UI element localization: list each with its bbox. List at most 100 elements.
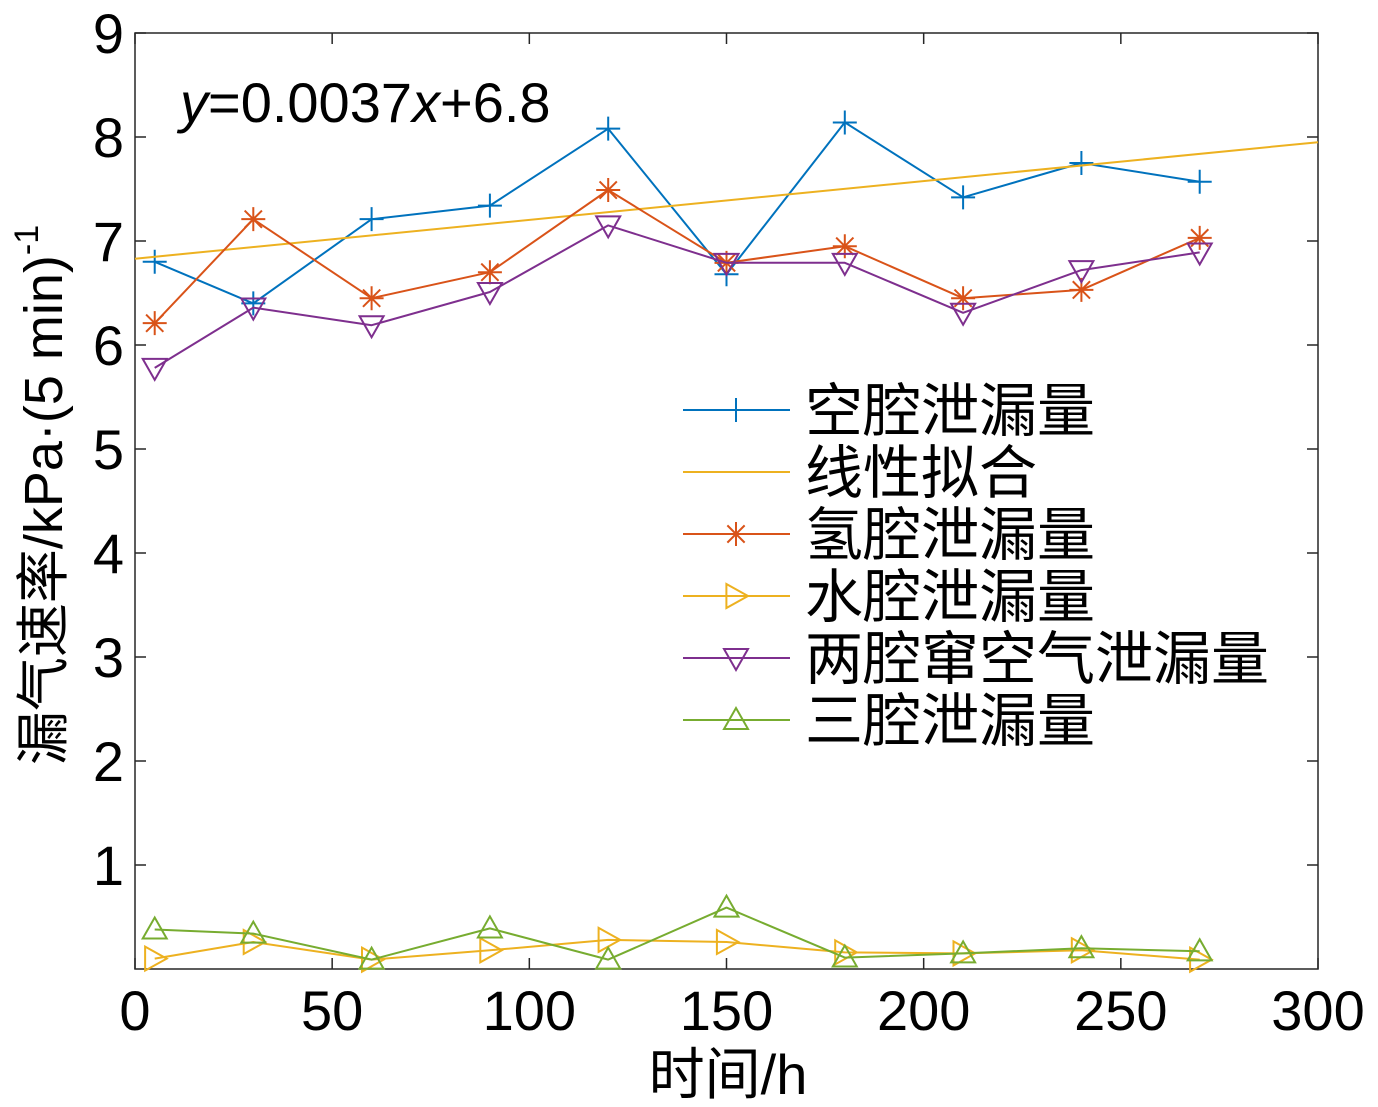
data-point bbox=[832, 234, 857, 259]
legend-entry: 空腔泄漏量 bbox=[683, 379, 1095, 444]
data-point bbox=[596, 116, 621, 141]
data-point bbox=[594, 215, 622, 240]
data-point bbox=[596, 178, 621, 203]
legend-label: 两腔窜空气泄漏量 bbox=[805, 627, 1269, 692]
annotation-part: =0.0037 bbox=[208, 71, 412, 134]
data-point bbox=[715, 928, 741, 956]
legend-label: 空腔泄漏量 bbox=[805, 379, 1095, 444]
data-point bbox=[712, 893, 741, 918]
y-tick-label: 8 bbox=[93, 106, 124, 169]
annotation-part: x bbox=[409, 71, 442, 134]
y-axis-label: 漏气速率/kPa·(5 min)-1 bbox=[8, 225, 74, 765]
data-point bbox=[949, 939, 977, 964]
series-line bbox=[154, 906, 1200, 961]
data-point bbox=[357, 315, 386, 340]
data-point bbox=[477, 193, 502, 218]
axis-ticks: 0 50 100 150 200 250 300 1 2 3 4 5 6 7 8 9 bbox=[93, 2, 1365, 1042]
series-6 bbox=[140, 893, 1214, 970]
plot-frame bbox=[134, 32, 1319, 970]
series-line bbox=[153, 189, 1201, 324]
x-tick-label: 250 bbox=[1074, 979, 1167, 1042]
data-point bbox=[1187, 225, 1212, 250]
x-tick-label: 150 bbox=[680, 979, 773, 1042]
data-point bbox=[361, 945, 386, 974]
data-point bbox=[144, 944, 169, 973]
legend-marker bbox=[722, 705, 750, 730]
data-point bbox=[597, 926, 623, 954]
data-point bbox=[241, 207, 266, 232]
data-point bbox=[140, 357, 169, 382]
legend-label: 水腔泄漏量 bbox=[805, 565, 1095, 630]
data-point bbox=[142, 311, 167, 336]
y-tick-label: 5 bbox=[93, 418, 124, 481]
legend-marker bbox=[724, 398, 748, 422]
series-2 bbox=[134, 141, 1319, 260]
annotation-part: y bbox=[176, 71, 211, 134]
series-line bbox=[154, 938, 1200, 961]
y-tick-label: 3 bbox=[93, 626, 124, 689]
legend-marker bbox=[725, 582, 751, 610]
y-tick-label: 9 bbox=[93, 2, 124, 65]
fit-equation-annotation: y=0.0037x+6.8 bbox=[176, 71, 551, 134]
y-tick-label: 6 bbox=[93, 314, 124, 377]
y-tick-label: 1 bbox=[93, 834, 124, 897]
y-tick-label: 4 bbox=[93, 522, 124, 585]
data-point bbox=[1069, 151, 1094, 175]
data-point bbox=[477, 260, 502, 285]
y-tick-label: 2 bbox=[93, 730, 124, 793]
x-tick-label: 0 bbox=[119, 979, 150, 1042]
data-point bbox=[831, 943, 859, 968]
data-point bbox=[239, 297, 268, 322]
data-point bbox=[1187, 169, 1212, 194]
legend-label: 氢腔泄漏量 bbox=[805, 503, 1095, 568]
data-point bbox=[140, 915, 169, 940]
legend-entry: 三腔泄漏量 bbox=[683, 689, 1095, 754]
data-point bbox=[951, 286, 976, 311]
legend-label: 线性拟合 bbox=[805, 441, 1037, 506]
data-point bbox=[241, 291, 266, 316]
y-axis-label-superscript: -1 bbox=[8, 225, 46, 255]
series-line bbox=[154, 224, 1200, 369]
data-point bbox=[239, 919, 268, 944]
data-point bbox=[1067, 260, 1096, 285]
data-point bbox=[476, 914, 504, 939]
data-point bbox=[712, 252, 741, 277]
data-point bbox=[831, 252, 859, 277]
series-line bbox=[154, 121, 1200, 305]
legend-entry: 氢腔泄漏量 bbox=[683, 503, 1095, 568]
legend-marker bbox=[722, 648, 750, 673]
series-3 bbox=[142, 178, 1212, 336]
x-tick-label: 100 bbox=[483, 979, 576, 1042]
series-line bbox=[134, 141, 1319, 260]
data-point bbox=[476, 281, 504, 306]
data-point bbox=[1067, 934, 1096, 959]
legend-entry: 两腔窜空气泄漏量 bbox=[683, 627, 1269, 692]
data-point bbox=[359, 207, 384, 232]
legend-label: 三腔泄漏量 bbox=[805, 689, 1095, 754]
y-tick-label: 7 bbox=[93, 210, 124, 273]
data-point bbox=[594, 945, 622, 970]
data-point bbox=[1185, 242, 1214, 267]
data-point bbox=[479, 936, 504, 964]
series-layer bbox=[134, 110, 1319, 974]
x-tick-label: 50 bbox=[301, 979, 363, 1042]
x-axis-label: 时间/h bbox=[649, 1043, 808, 1106]
legend-entry: 水腔泄漏量 bbox=[683, 565, 1095, 630]
annotation-part: +6.8 bbox=[440, 71, 551, 134]
data-point bbox=[951, 185, 976, 210]
y-axis-label-main: 漏气速率/kPa·(5 min) bbox=[14, 255, 74, 765]
data-point bbox=[359, 286, 384, 311]
data-point bbox=[832, 110, 857, 135]
data-point bbox=[142, 249, 167, 274]
series-1 bbox=[142, 110, 1212, 316]
legend-marker bbox=[724, 522, 748, 546]
x-tick-label: 200 bbox=[877, 979, 970, 1042]
series-5 bbox=[140, 215, 1214, 382]
x-tick-label: 300 bbox=[1271, 979, 1364, 1042]
data-point bbox=[357, 945, 386, 970]
legend-entry: 线性拟合 bbox=[683, 441, 1037, 506]
data-point bbox=[1185, 937, 1214, 962]
data-point bbox=[1069, 277, 1094, 302]
